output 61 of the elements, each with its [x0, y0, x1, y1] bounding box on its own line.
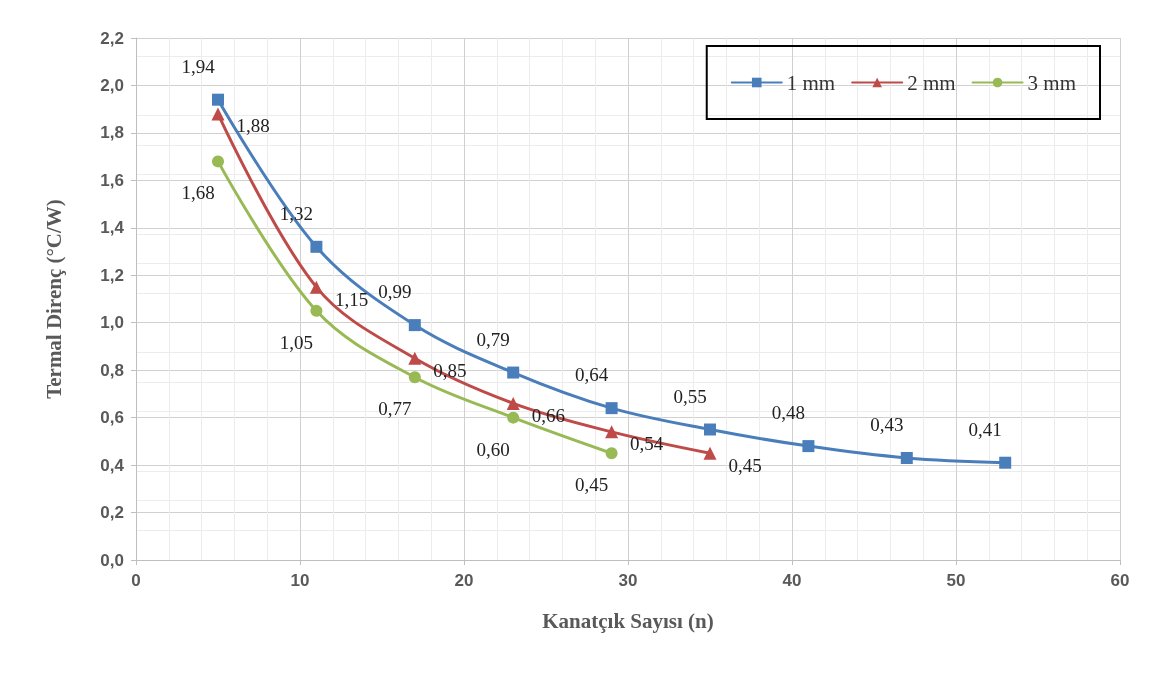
x-tick-label: 50 [946, 571, 966, 590]
point [212, 155, 224, 168]
y-tick-label: 0,8 [100, 360, 124, 380]
y-tick-label: 2,0 [100, 75, 124, 95]
x-tick-label: 0 [131, 571, 141, 590]
point [802, 440, 815, 453]
point [507, 411, 520, 424]
x-tick-label: 60 [1110, 571, 1130, 590]
data-label: 0,48 [771, 402, 806, 424]
x-tick-label: 30 [618, 571, 638, 590]
point [605, 402, 618, 415]
x-tick-label: 20 [454, 571, 474, 590]
data-label: 0,45 [574, 474, 609, 496]
point [310, 240, 323, 253]
y-axis-title: Termal Direnç (°C/W) [41, 199, 66, 399]
x-tick-label: 40 [782, 571, 802, 590]
y-tick-label: 0,0 [100, 550, 124, 570]
point [704, 423, 716, 436]
y-tick-label: 1,6 [100, 170, 124, 190]
point [211, 107, 225, 121]
x-tick-label: 10 [290, 571, 310, 590]
y-tick-label: 1,4 [100, 218, 125, 238]
y-tick-label: 2,2 [100, 28, 124, 48]
data-label: 0,99 [378, 281, 412, 303]
y-tick-label: 1,8 [100, 123, 124, 143]
legend-label: 3 mm [1027, 70, 1076, 95]
point [703, 446, 717, 460]
x-axis-title: Kanatçık Sayısı (n) [542, 608, 714, 633]
data-label: 0,55 [673, 385, 707, 407]
data-label: 0,41 [968, 418, 1002, 440]
data-label: 0,77 [378, 398, 412, 420]
point [605, 447, 618, 460]
point [212, 93, 224, 106]
point [999, 456, 1012, 469]
data-label: 1,05 [279, 331, 314, 353]
y-tick-label: 0,4 [100, 455, 125, 475]
point [408, 319, 421, 332]
data-label: 0,60 [476, 438, 510, 460]
legend-label: 1 mm [786, 70, 836, 95]
y-tick-label: 1,2 [100, 265, 124, 285]
point [900, 451, 913, 464]
y-tick-label: 0,2 [100, 503, 124, 523]
y-tick-label: 1,0 [100, 313, 124, 333]
legend-label: 2 mm [907, 70, 956, 95]
data-label: 0,79 [476, 328, 510, 350]
y-tick-label: 0,6 [100, 408, 124, 428]
point [506, 396, 520, 410]
data-label: 1,94 [181, 55, 216, 77]
data-label: 0,45 [728, 454, 762, 476]
data-label: 0,43 [870, 413, 904, 435]
point [507, 366, 520, 379]
data-label: 1,15 [334, 288, 369, 310]
data-label: 0,85 [433, 359, 467, 381]
point [309, 280, 323, 294]
data-label: 1,68 [181, 182, 215, 204]
point [605, 425, 619, 439]
point [310, 304, 323, 317]
data-label: 0,64 [574, 364, 609, 386]
data-label: 1,88 [236, 115, 270, 137]
point [408, 371, 421, 384]
point [408, 351, 422, 365]
